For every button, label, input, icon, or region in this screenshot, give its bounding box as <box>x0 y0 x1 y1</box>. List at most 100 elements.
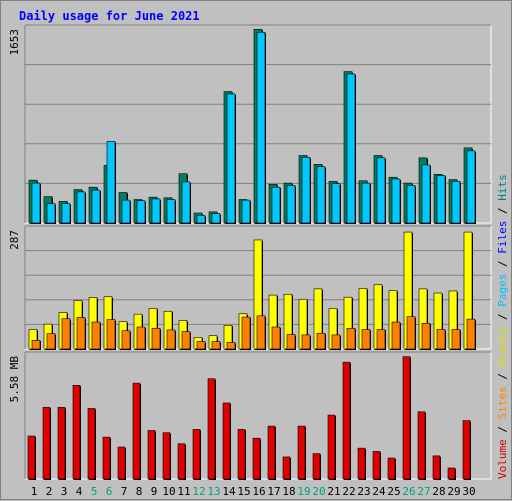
sites-bar <box>286 334 296 350</box>
volume-bar <box>147 430 156 480</box>
pages-bar <box>346 73 356 224</box>
volume-bar <box>27 435 36 480</box>
pages-bar <box>106 141 116 224</box>
x-tick-label: 27 <box>417 485 430 498</box>
sites-bar <box>271 326 281 350</box>
x-tick-label: 25 <box>387 485 400 498</box>
volume-bar <box>402 356 411 480</box>
sites-bar <box>391 321 401 350</box>
x-tick-label: 8 <box>136 485 143 498</box>
volume-bar <box>72 385 81 480</box>
sites-bar <box>91 321 101 350</box>
legend-entry: Files <box>496 221 509 254</box>
legend-entry: Volume <box>496 439 509 479</box>
volume-bar <box>282 456 291 480</box>
sites-bar <box>196 341 206 350</box>
x-tick-label: 5 <box>91 485 98 498</box>
x-tick-label: 14 <box>222 485 236 498</box>
pages-bar <box>466 150 476 224</box>
x-tick-label: 10 <box>162 485 175 498</box>
page-title: Daily usage for June 2021 <box>19 9 200 23</box>
x-tick-label: 4 <box>76 485 83 498</box>
max-label-volume: 5.58 MB <box>8 356 21 403</box>
pages-bar <box>151 198 161 224</box>
pages-bar <box>391 178 401 224</box>
sites-bar <box>451 329 461 350</box>
x-tick-label: 7 <box>121 485 128 498</box>
sites-bar <box>151 327 161 350</box>
pages-bar <box>331 183 341 224</box>
pages-bar <box>271 186 281 224</box>
sites-bar <box>61 318 71 350</box>
sites-bar <box>466 318 476 350</box>
max-label-hits-pages: 1653 <box>8 29 21 56</box>
sites-bar <box>31 339 41 350</box>
sites-bar <box>361 329 371 350</box>
sites-bar <box>211 341 221 350</box>
volume-bar <box>342 361 351 480</box>
pages-bar <box>31 182 41 224</box>
right-legend: Volume / Sites / Visits / Pages / Files … <box>496 174 509 479</box>
sites-bar <box>436 329 446 350</box>
sites-bar <box>166 329 176 350</box>
x-tick-label: 15 <box>237 485 250 498</box>
pages-bar <box>361 182 371 224</box>
volume-bar <box>57 407 66 480</box>
pages-bar <box>181 181 191 224</box>
legend-entry: Hits <box>496 174 509 201</box>
x-tick-label: 16 <box>252 485 265 498</box>
pages-bar <box>376 157 386 224</box>
x-tick-label: 26 <box>402 485 415 498</box>
x-tick-label: 20 <box>312 485 325 498</box>
sites-bar <box>181 331 191 350</box>
volume-bar <box>297 425 306 480</box>
volume-bar <box>42 407 51 480</box>
pages-bar <box>451 181 461 224</box>
x-tick-label: 11 <box>177 485 190 498</box>
x-tick-label: 17 <box>267 485 280 498</box>
volume-bar <box>252 437 261 480</box>
volume-bar <box>132 382 141 480</box>
x-tick-label: 22 <box>342 485 355 498</box>
sites-bar <box>106 319 116 350</box>
volume-bar <box>462 420 471 480</box>
pages-bar <box>166 199 176 224</box>
volume-bar <box>87 408 96 480</box>
sites-bar <box>256 315 266 350</box>
pages-bar <box>436 175 446 224</box>
pages-bar <box>316 166 326 224</box>
pages-bar <box>421 164 431 224</box>
pages-bar <box>61 203 71 224</box>
sites-bar <box>331 334 341 350</box>
x-tick-label: 30 <box>462 485 475 498</box>
volume-bar <box>432 455 441 480</box>
pages-bar <box>91 189 101 224</box>
sites-bar <box>136 326 146 350</box>
pages-bar <box>241 199 251 224</box>
x-tick-label: 23 <box>357 485 370 498</box>
volume-bar <box>192 429 201 480</box>
sites-bar <box>76 317 86 350</box>
volume-bar <box>387 457 396 480</box>
pages-bar <box>76 191 86 224</box>
volume-bar <box>417 411 426 480</box>
pages-bar <box>196 215 206 224</box>
volume-bar <box>447 467 456 480</box>
x-tick-label: 24 <box>372 485 386 498</box>
sites-bar <box>346 327 356 350</box>
volume-bar <box>162 432 171 480</box>
x-tick-label: 21 <box>327 485 340 498</box>
sites-bar <box>121 330 131 350</box>
sites-bar <box>301 334 311 350</box>
x-tick-label: 6 <box>106 485 113 498</box>
x-tick-label: 18 <box>282 485 295 498</box>
legend-entry: / <box>496 419 509 439</box>
volume-bar <box>207 378 216 480</box>
volume-bar <box>357 447 366 480</box>
x-tick-label: 1 <box>31 485 38 498</box>
legend-entry: Sites <box>496 386 509 419</box>
sites-bar <box>406 316 416 350</box>
sites-bar <box>421 322 431 350</box>
x-tick-label: 28 <box>432 485 445 498</box>
